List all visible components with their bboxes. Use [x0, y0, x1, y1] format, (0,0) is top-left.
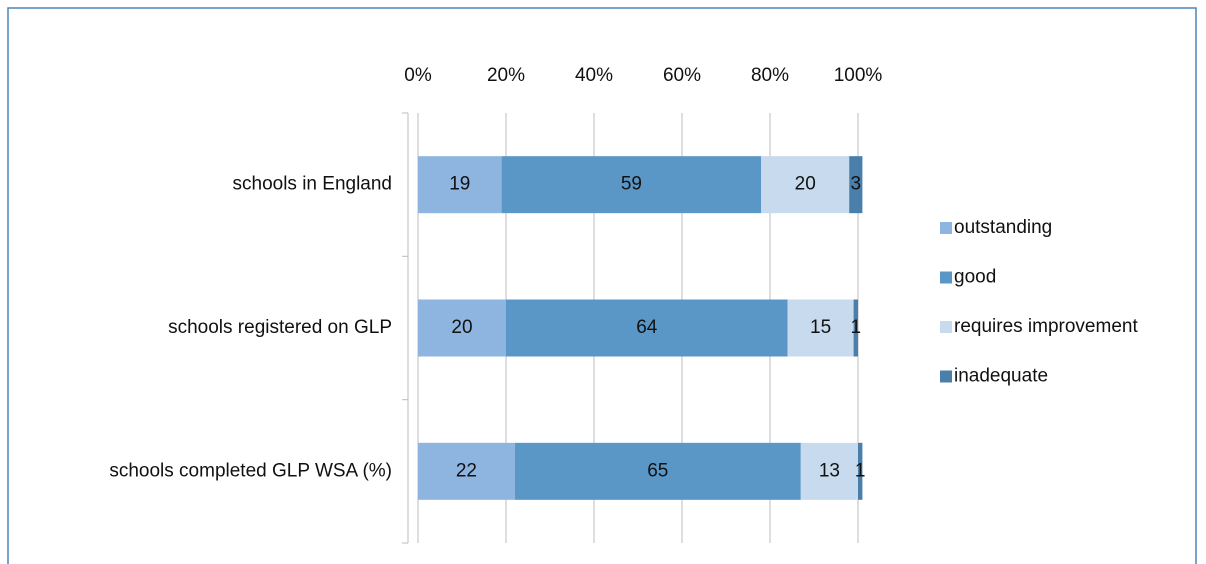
bar-segment — [418, 442, 515, 500]
legend-label: good — [954, 267, 996, 288]
bar-segment — [853, 299, 858, 357]
x-tick-label: 20% — [487, 65, 525, 86]
data-label: 19 — [449, 174, 470, 195]
data-label: 65 — [647, 460, 668, 481]
bar-segment — [787, 299, 854, 357]
legend-label: outstanding — [954, 217, 1052, 238]
data-label: 15 — [810, 317, 831, 338]
frame — [7, 7, 1197, 564]
data-label: 22 — [456, 460, 477, 481]
legend-swatch — [940, 222, 952, 234]
data-label: 1 — [855, 460, 866, 481]
bar-segment — [849, 156, 863, 214]
legend-label: inadequate — [954, 366, 1048, 387]
data-label: 13 — [819, 460, 840, 481]
x-tick-label: 40% — [575, 65, 613, 86]
bar-segment — [418, 156, 502, 214]
bar-segment — [858, 442, 863, 500]
x-tick-label: 0% — [404, 65, 432, 86]
category-label: schools registered on GLP — [168, 317, 392, 338]
category-label: schools completed GLP WSA (%) — [109, 460, 392, 481]
x-tick-label: 100% — [834, 65, 883, 86]
bar-segment — [418, 299, 506, 357]
data-label: 20 — [451, 317, 472, 338]
data-label: 64 — [636, 317, 658, 338]
bar-segment — [506, 299, 788, 357]
category-label: schools in England — [233, 174, 393, 195]
bar-segment — [514, 442, 801, 500]
legend-label: requires improvement — [954, 316, 1138, 337]
legend-swatch — [940, 271, 952, 284]
x-tick-label: 60% — [663, 65, 701, 86]
bar-segment — [761, 156, 850, 214]
data-label: 59 — [621, 174, 642, 195]
x-tick-label: 80% — [751, 65, 789, 86]
data-label: 3 — [851, 174, 862, 195]
data-label: 1 — [851, 317, 862, 338]
bar-segment — [501, 156, 762, 214]
legend-swatch — [940, 370, 952, 383]
bar-segment — [800, 442, 858, 500]
data-label: 20 — [795, 174, 816, 195]
legend-swatch — [940, 321, 952, 333]
